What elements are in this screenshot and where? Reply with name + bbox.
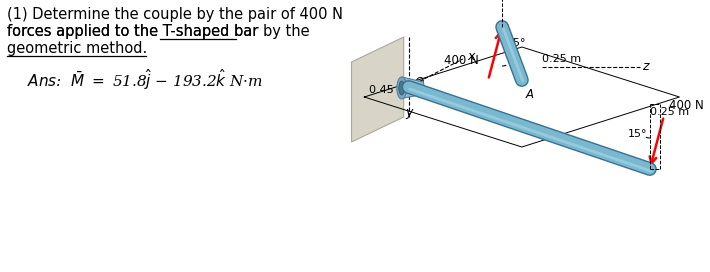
- Text: geometric method.: geometric method.: [7, 41, 147, 56]
- Text: 400 N: 400 N: [669, 99, 704, 112]
- Text: x: x: [468, 51, 475, 63]
- Polygon shape: [402, 77, 425, 98]
- Text: B: B: [632, 159, 640, 172]
- Ellipse shape: [399, 81, 405, 95]
- Text: 15°: 15°: [628, 129, 648, 139]
- Text: forces applied to the T-shaped bar by the: forces applied to the T-shaped bar by th…: [7, 24, 310, 39]
- Text: 15°: 15°: [507, 38, 527, 48]
- Text: 0.25 m: 0.25 m: [650, 107, 689, 117]
- Text: forces applied to the T-shaped bar: forces applied to the T-shaped bar: [7, 24, 263, 39]
- Polygon shape: [351, 37, 404, 142]
- Text: 0.25 m: 0.25 m: [542, 54, 581, 64]
- Text: y: y: [405, 106, 413, 119]
- Text: (1) Determine the couple by the pair of 400 N: (1) Determine the couple by the pair of …: [7, 7, 343, 22]
- Text: 400 N: 400 N: [444, 54, 479, 67]
- Text: 0.45 m: 0.45 m: [369, 85, 408, 95]
- Text: O: O: [415, 76, 424, 88]
- Text: $\mathit{Ans}$:  $\bar{M}$ $=$ 51.8$\hat{j}$ $-$ 193.2$\hat{k}$ N$\cdot$m: $\mathit{Ans}$: $\bar{M}$ $=$ 51.8$\hat{…: [26, 67, 263, 92]
- Text: A: A: [526, 88, 534, 101]
- Ellipse shape: [397, 77, 407, 99]
- Text: z: z: [642, 60, 648, 73]
